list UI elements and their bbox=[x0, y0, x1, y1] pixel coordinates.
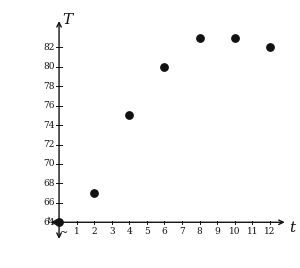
Point bbox=[197, 36, 202, 40]
Text: 76: 76 bbox=[43, 101, 55, 110]
Text: 72: 72 bbox=[43, 140, 55, 149]
Point bbox=[268, 45, 272, 50]
Text: 74: 74 bbox=[43, 121, 55, 130]
Text: 82: 82 bbox=[43, 43, 55, 52]
Text: T: T bbox=[63, 13, 73, 27]
Text: 80: 80 bbox=[43, 62, 55, 71]
Point bbox=[127, 113, 132, 118]
Text: 2: 2 bbox=[92, 227, 97, 236]
Text: 4: 4 bbox=[127, 227, 132, 236]
Text: 64: 64 bbox=[43, 218, 55, 227]
Text: 12: 12 bbox=[264, 227, 276, 236]
Point bbox=[232, 36, 237, 40]
Text: 66: 66 bbox=[43, 198, 55, 207]
Text: 7: 7 bbox=[179, 227, 185, 236]
Text: ~: ~ bbox=[45, 214, 54, 222]
Text: 11: 11 bbox=[247, 227, 258, 236]
Text: 78: 78 bbox=[43, 82, 55, 91]
Text: 10: 10 bbox=[229, 227, 241, 236]
Text: 5: 5 bbox=[144, 227, 150, 236]
Text: 8: 8 bbox=[197, 227, 203, 236]
Point bbox=[92, 191, 97, 195]
Text: t: t bbox=[289, 221, 296, 235]
Point bbox=[57, 220, 62, 224]
Text: ~: ~ bbox=[61, 228, 69, 237]
Text: 9: 9 bbox=[214, 227, 220, 236]
Text: 1: 1 bbox=[74, 227, 80, 236]
Point bbox=[162, 65, 167, 69]
Text: 3: 3 bbox=[109, 227, 115, 236]
Text: 6: 6 bbox=[162, 227, 167, 236]
Text: 70: 70 bbox=[43, 159, 55, 169]
Text: 68: 68 bbox=[43, 179, 55, 188]
